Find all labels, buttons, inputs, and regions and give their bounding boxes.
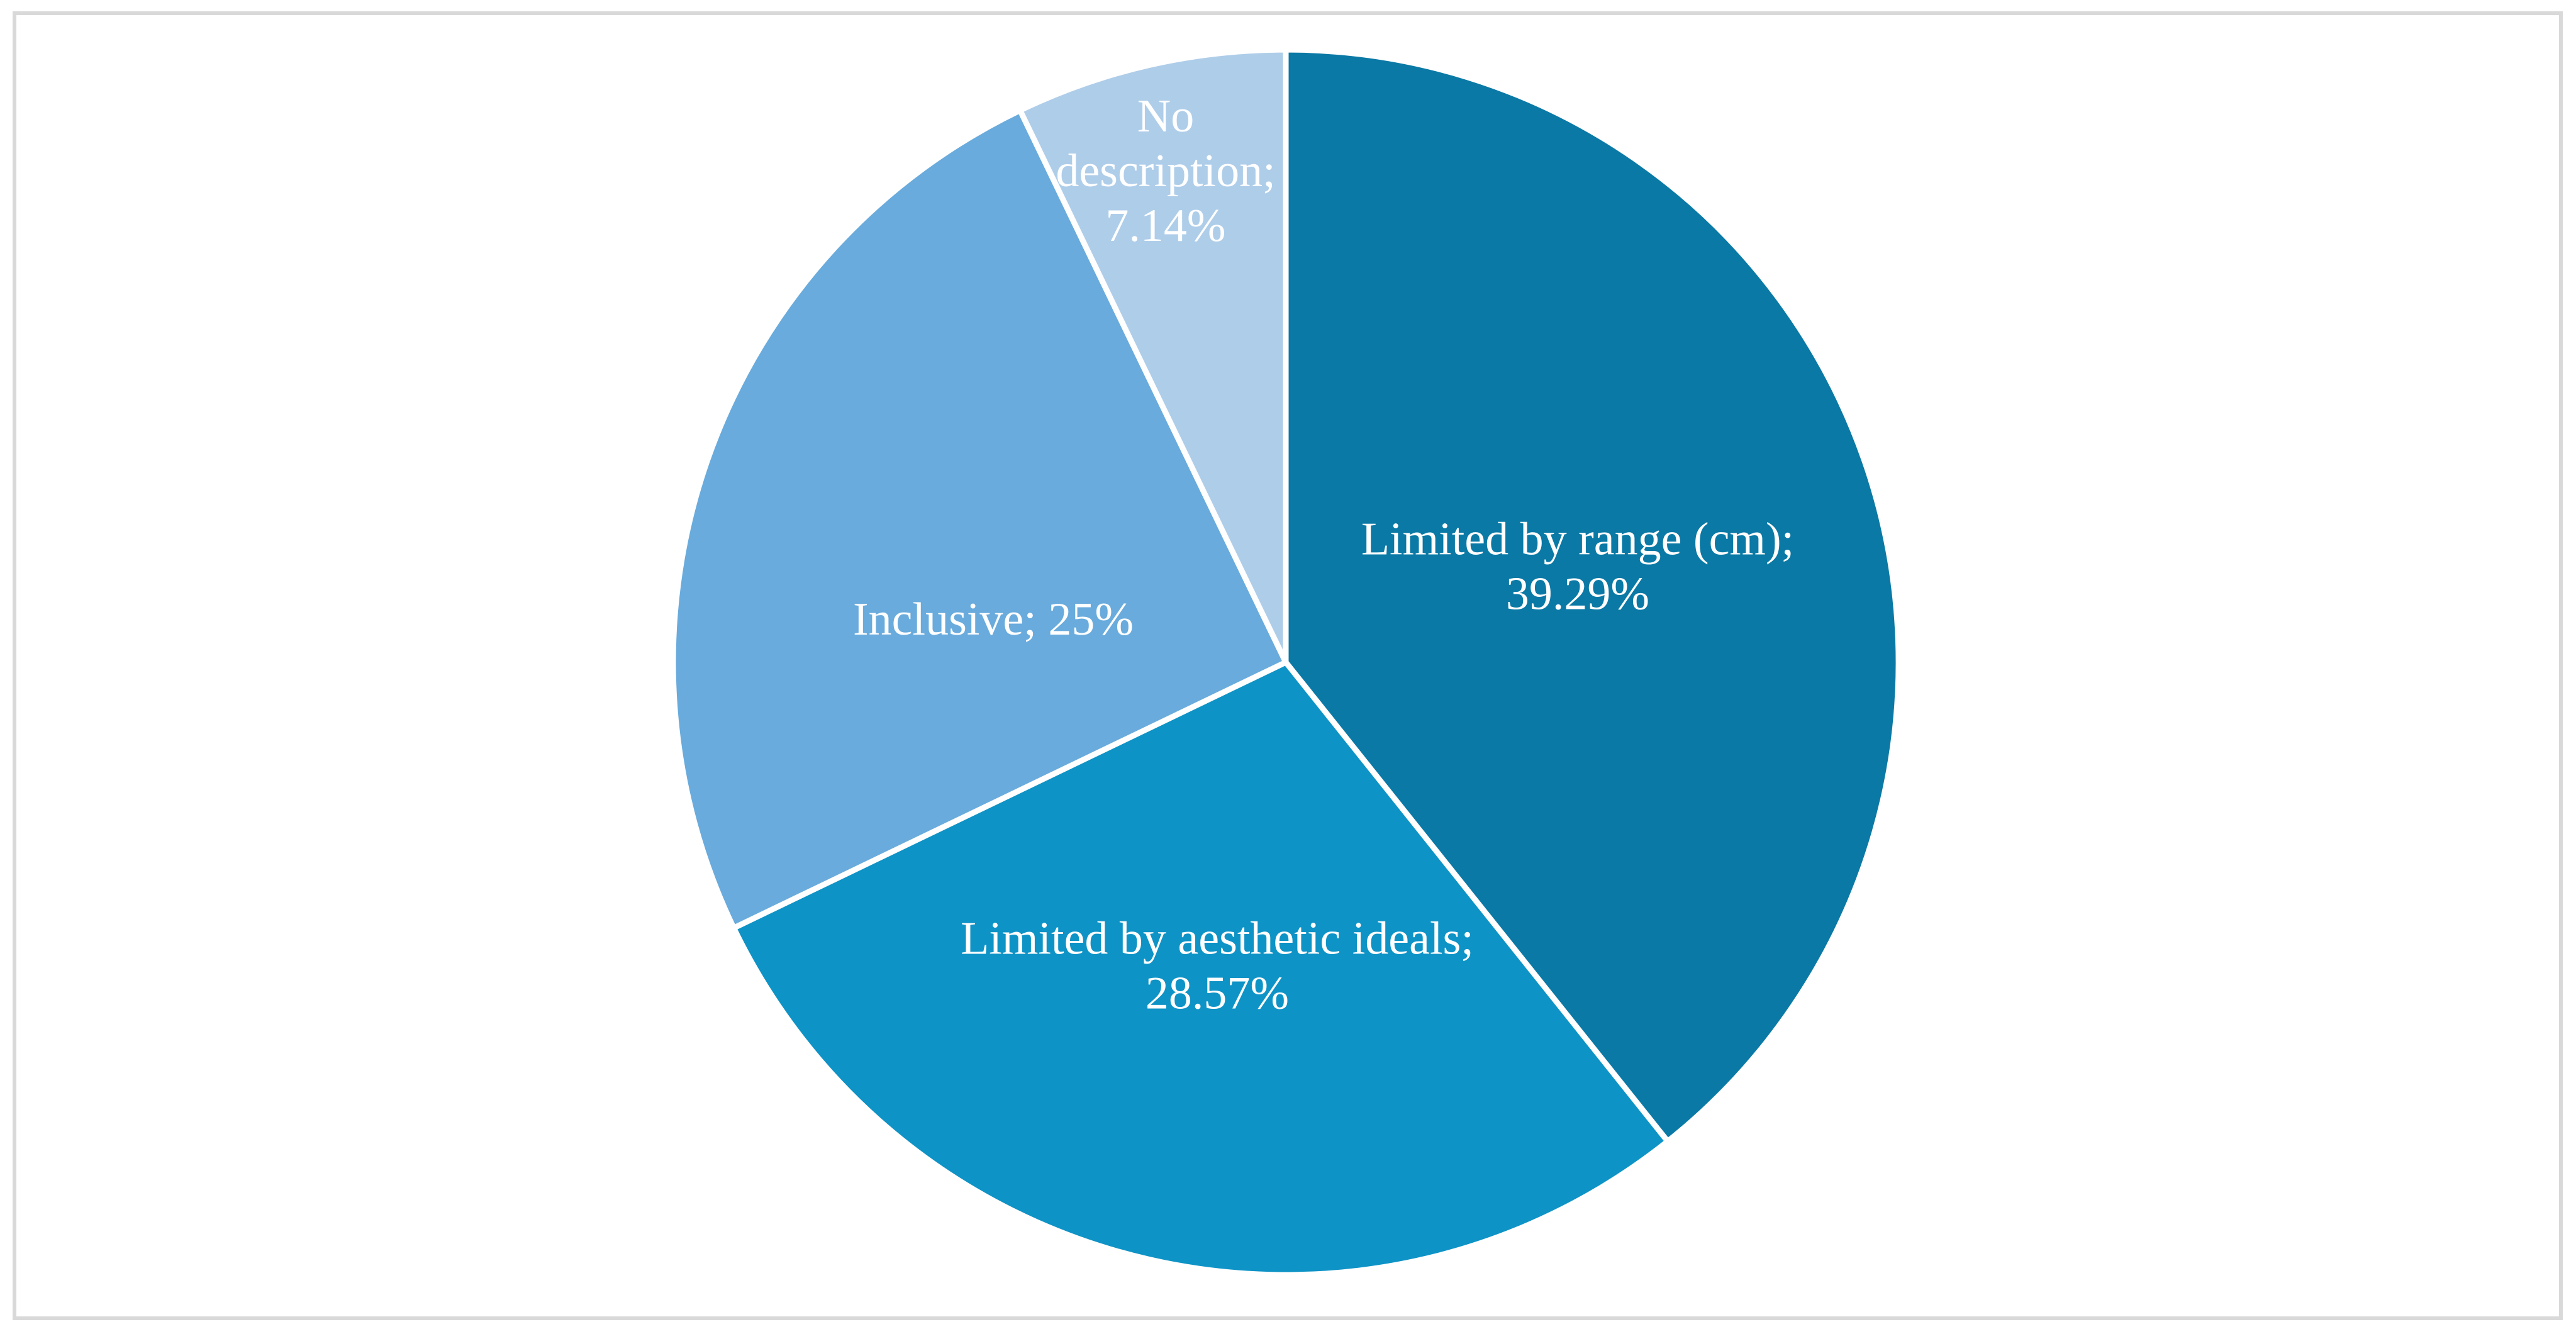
- slice-label-1: Limited by range (cm); 39.29%: [1361, 514, 1794, 620]
- pie-labels: Limited by range (cm); 39.29% Limited by a…: [853, 91, 1794, 1020]
- slice-label-line: Limited by aesthetic ideals;: [961, 913, 1474, 965]
- pie-slice-2: [730, 659, 1671, 1278]
- slice-label-4: No description; 7.14%: [1056, 91, 1275, 252]
- slice-label-line: 28.57%: [1146, 968, 1289, 1020]
- slice-label-line: description;: [1056, 145, 1275, 197]
- slice-label-line: 7.14%: [1105, 200, 1225, 252]
- pie-slices: [670, 47, 1902, 1278]
- slice-label-line: No: [1137, 91, 1194, 142]
- pie-slice-4: [1017, 47, 1289, 665]
- slice-label-2: Limited by aesthetic ideals; 28.57%: [961, 913, 1474, 1020]
- pie-slice-1: [1283, 47, 1902, 1145]
- pie-slice-3: [670, 107, 1289, 931]
- slice-label-line: 39.29%: [1506, 569, 1649, 620]
- slice-label-line: Inclusive; 25%: [853, 594, 1134, 645]
- slice-label-3: Inclusive; 25%: [853, 594, 1134, 645]
- slice-label-line: Limited by range (cm);: [1361, 514, 1794, 565]
